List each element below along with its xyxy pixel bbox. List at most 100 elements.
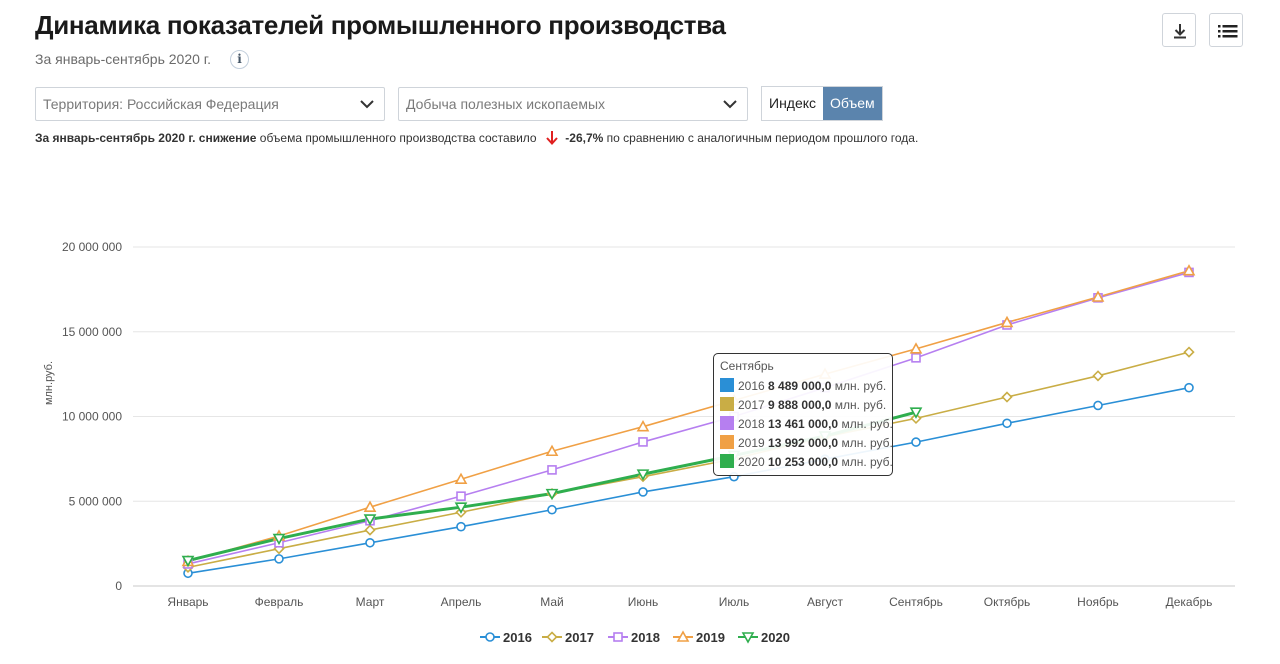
legend-item-2018[interactable]: 2018 xyxy=(608,630,660,645)
data-point-2019 xyxy=(1091,290,1105,302)
data-point-2019 xyxy=(545,444,559,457)
data-point-2016 xyxy=(1093,400,1103,411)
toggle-volume[interactable]: Объем xyxy=(823,87,882,120)
y-tick-label: 20 000 000 xyxy=(62,240,122,254)
summary-end: по сравнению с аналогичным периодом прош… xyxy=(606,131,919,145)
tooltip-value: 9 888 000,0 xyxy=(768,398,832,412)
data-point-2017 xyxy=(364,524,376,536)
legend-item-2020[interactable]: 2020 xyxy=(738,630,790,645)
summary-mid: объема промышленного производства состав… xyxy=(259,131,537,145)
tooltip-swatch xyxy=(720,416,734,430)
y-tick-label: 0 xyxy=(115,579,122,593)
data-point-2019 xyxy=(909,342,923,354)
series-line-2017 xyxy=(187,351,1190,569)
menu-button[interactable] xyxy=(1209,13,1243,47)
tooltip-year: 2020 xyxy=(738,455,769,469)
x-tick-label: Июнь xyxy=(628,595,659,609)
x-tick-label: Октябрь xyxy=(984,595,1031,609)
x-tick-label: Ноябрь xyxy=(1077,595,1119,609)
summary-value: -26,7% xyxy=(565,131,604,145)
data-point-2017 xyxy=(1092,370,1104,382)
data-point-2017 xyxy=(1183,346,1195,358)
tooltip-value: 10 253 000,0 xyxy=(768,455,839,469)
legend-marker xyxy=(613,632,623,642)
data-point-2016 xyxy=(365,537,375,548)
tooltip-unit: млн. руб. xyxy=(838,436,893,450)
data-point-2019 xyxy=(454,472,468,485)
tooltip-swatch xyxy=(720,435,734,449)
chevron-down-icon xyxy=(723,100,737,109)
tooltip-unit: млн. руб. xyxy=(831,379,887,393)
data-point-2019 xyxy=(1000,315,1014,328)
series-line-2016 xyxy=(187,386,1190,575)
tooltip-unit: млн. руб. xyxy=(838,417,893,431)
data-point-2016 xyxy=(274,554,284,564)
legend-marker xyxy=(546,631,558,643)
x-tick-label: Февраль xyxy=(255,595,304,609)
data-point-2020 xyxy=(545,488,559,501)
tooltip-value: 13 992 000,0 xyxy=(768,436,839,450)
data-point-2018 xyxy=(547,465,557,475)
data-point-2020 xyxy=(272,533,286,546)
download-button[interactable] xyxy=(1162,13,1196,47)
tooltip-year: 2019 xyxy=(738,436,769,450)
data-point-2019 xyxy=(363,500,377,512)
tooltip-unit: млн. руб. xyxy=(831,398,887,412)
tooltip-year: 2017 xyxy=(738,398,769,412)
legend-marker xyxy=(741,632,755,644)
x-tick-label: Май xyxy=(540,595,564,609)
x-tick-label: Декабрь xyxy=(1166,595,1213,609)
legend-label: 2020 xyxy=(761,630,790,645)
legend-marker xyxy=(485,632,495,642)
y-tick-label: 15 000 000 xyxy=(62,325,122,339)
series-line-2019 xyxy=(187,269,1190,563)
tooltip-value: 13 461 000,0 xyxy=(768,417,839,431)
tooltip-header: Сентябрь xyxy=(720,359,774,373)
list-menu-icon xyxy=(1218,25,1238,38)
x-tick-label: Январь xyxy=(167,595,208,609)
data-point-2019 xyxy=(636,420,650,432)
legend-label: 2016 xyxy=(503,630,532,645)
x-tick-label: Август xyxy=(807,595,844,609)
data-point-2020 xyxy=(636,469,650,481)
data-point-2018 xyxy=(456,491,466,501)
chevron-down-icon xyxy=(360,100,374,109)
info-icon[interactable]: i xyxy=(230,50,249,69)
tooltip-year: 2018 xyxy=(738,417,769,431)
tooltip-value: 8 489 000,0 xyxy=(768,379,832,393)
tooltip-unit: млн. руб. xyxy=(838,455,893,469)
page-title: Динамика показателей промышленного произ… xyxy=(35,10,726,40)
legend-item-2016[interactable]: 2016 xyxy=(480,630,532,645)
data-point-2016 xyxy=(1002,418,1012,429)
category-select[interactable]: Добыча полезных ископаемых xyxy=(398,87,748,121)
tooltip-row: 2017 9 888 000,0 млн. руб. xyxy=(720,396,886,415)
legend-marker xyxy=(676,630,690,642)
territory-select-value: Территория: Российская Федерация xyxy=(43,96,279,112)
data-point-2020 xyxy=(454,502,468,514)
data-point-2019 xyxy=(1182,264,1196,276)
y-tick-label: 10 000 000 xyxy=(62,410,122,424)
territory-select[interactable]: Территория: Российская Федерация xyxy=(35,87,385,121)
legend-label: 2017 xyxy=(565,630,594,645)
data-point-2018 xyxy=(911,353,921,363)
x-tick-label: Сентябрь xyxy=(889,595,943,609)
data-point-2016 xyxy=(1184,382,1194,393)
legend-item-2017[interactable]: 2017 xyxy=(542,630,594,645)
data-point-2016 xyxy=(547,504,557,515)
legend-item-2019[interactable]: 2019 xyxy=(673,630,725,645)
download-icon xyxy=(1174,24,1186,39)
data-point-2016 xyxy=(638,487,648,497)
x-tick-label: Июль xyxy=(719,595,750,609)
tooltip-swatch xyxy=(720,378,734,392)
y-tick-label: 5 000 000 xyxy=(69,494,123,508)
page-subtitle: За январь-сентябрь 2020 г. xyxy=(35,51,212,67)
x-tick-label: Апрель xyxy=(441,595,482,609)
toggle-index[interactable]: Индекс xyxy=(762,87,824,120)
chart-tooltip: Сентябрь 2016 8 489 000,0 млн. руб. 2017 … xyxy=(713,353,893,476)
tooltip-swatch xyxy=(720,397,734,411)
mode-toggle: Индекс Объем xyxy=(761,86,883,121)
summary-lead: За январь-сентябрь 2020 г. снижение xyxy=(35,131,257,145)
data-point-2020 xyxy=(363,514,377,526)
tooltip-row: 2018 13 461 000,0 млн. руб. xyxy=(720,415,893,434)
